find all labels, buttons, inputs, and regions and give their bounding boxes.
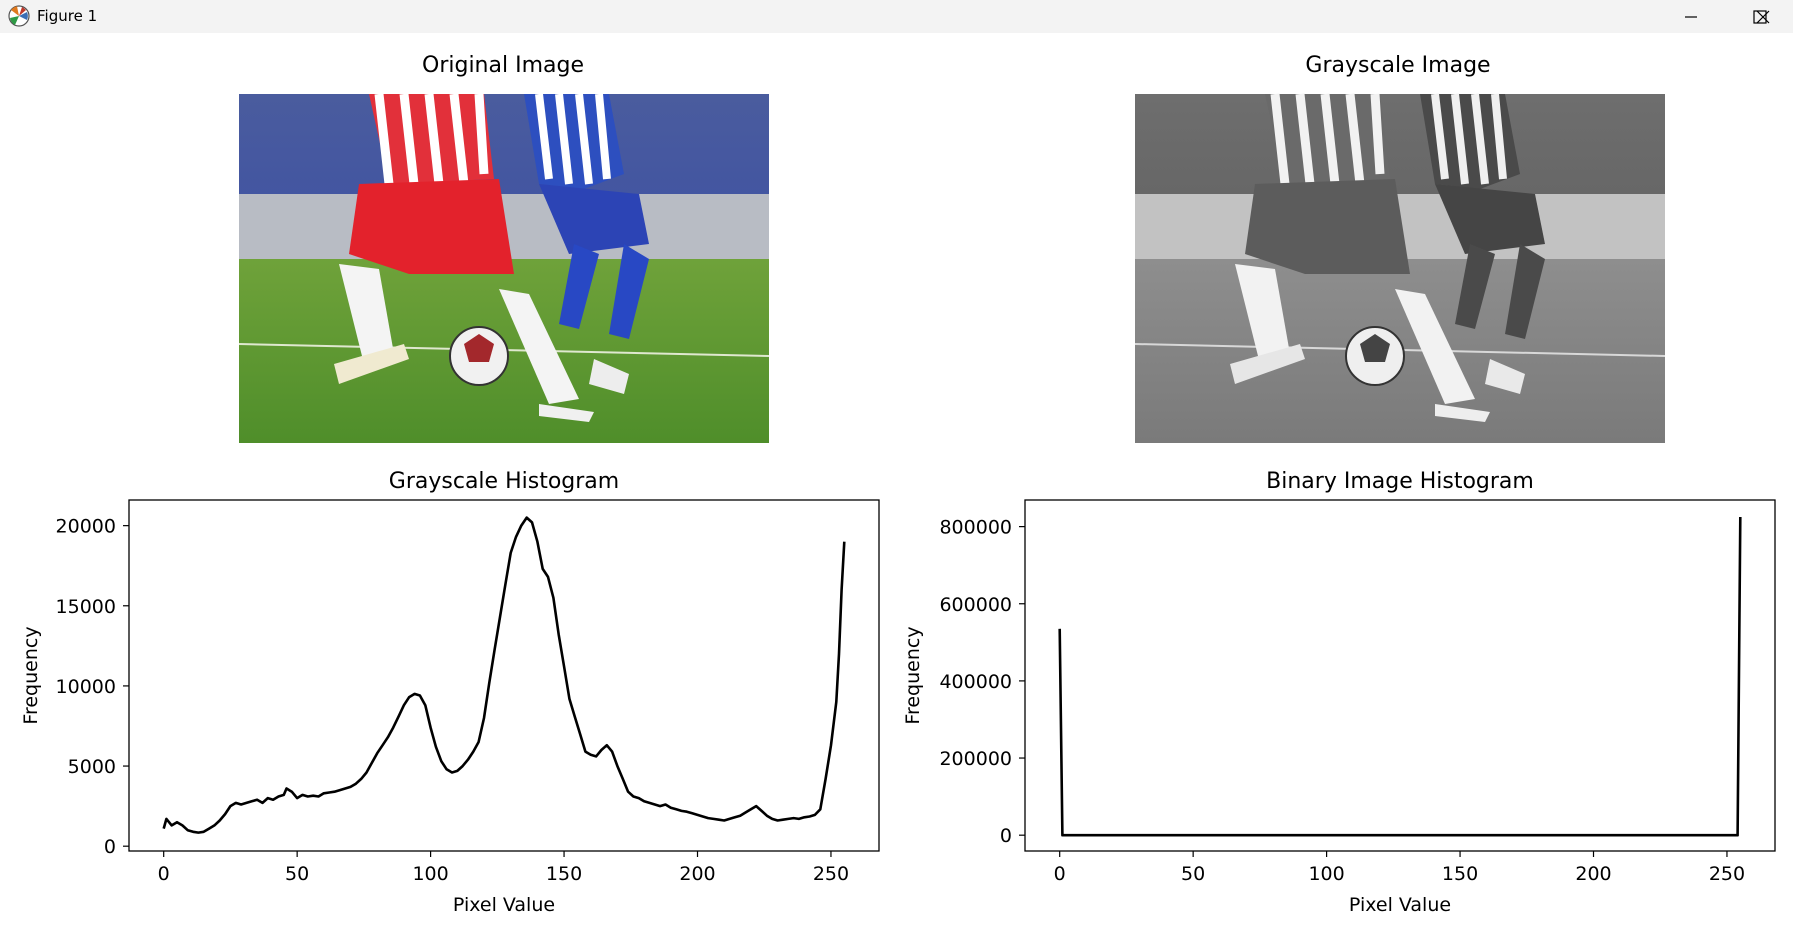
gray-series-line-0	[162, 516, 846, 834]
binary-ytick-label: 200000	[939, 748, 1012, 770]
maximize-icon	[1752, 9, 1767, 24]
gray-xtick-label: 0	[158, 863, 170, 885]
binary-histogram-chart: Binary Image Histogram 0 50 100 150 200 250 0 20…	[902, 469, 1776, 916]
binary-axes-frame	[1024, 499, 1776, 852]
binary-ytick-label: 600000	[939, 594, 1012, 616]
gray-ytick-label: 20000	[56, 516, 116, 538]
binary-xtick-label: 50	[1181, 863, 1205, 885]
binary-xtick-label: 200	[1575, 863, 1611, 885]
window-title: Figure 1	[37, 7, 98, 25]
binary-ytick-label: 0	[1000, 825, 1012, 847]
binary-xtick-label: 100	[1308, 863, 1344, 885]
gray-ylabel: Frequency	[20, 626, 42, 724]
gray-ytick-label: 5000	[68, 756, 116, 778]
window-title-bar: Figure 1	[0, 0, 1793, 33]
gray-xtick-label: 50	[285, 863, 309, 885]
gray-ytick-label: 0	[104, 836, 116, 858]
gray-xtick-label: 200	[679, 863, 715, 885]
matplotlib-logo-icon	[8, 5, 30, 27]
binary-ytick-label: 800000	[939, 517, 1012, 539]
close-button[interactable]	[1733, 0, 1793, 33]
gray-chart-title: Grayscale Histogram	[389, 469, 619, 494]
minimize-button[interactable]	[1656, 0, 1726, 33]
grayscale-histogram-chart: Grayscale Histogram 0 50 100 150 200 250 0 5000 1…	[20, 469, 880, 916]
binary-xtick-label: 0	[1054, 863, 1066, 885]
gray-xtick-label: 150	[546, 863, 582, 885]
gray-axes-frame	[128, 499, 880, 852]
gray-xtick-label: 100	[412, 863, 448, 885]
original-image	[238, 93, 770, 443]
grayscale-image	[1134, 93, 1666, 443]
binary-chart-title: Binary Image Histogram	[1266, 469, 1534, 494]
figure-canvas: Original Image	[0, 33, 1793, 934]
grayscale-image-title: Grayscale Image	[1305, 53, 1490, 78]
binary-xlabel: Pixel Value	[1349, 894, 1451, 916]
gray-ytick-label: 15000	[56, 596, 116, 618]
minimize-icon	[1685, 15, 1697, 18]
close-icon	[1756, 10, 1770, 23]
gray-xtick-label: 250	[813, 863, 849, 885]
maximize-button[interactable]	[1726, 0, 1793, 33]
binary-xtick-label: 150	[1442, 863, 1478, 885]
original-image-title: Original Image	[422, 53, 584, 78]
gray-ytick-label: 10000	[56, 676, 116, 698]
gray-xlabel: Pixel Value	[453, 894, 555, 916]
binary-ylabel: Frequency	[902, 626, 924, 724]
binary-xtick-label: 250	[1709, 863, 1745, 885]
binary-series-line-0	[1058, 516, 1742, 837]
figure-svg: Original Image	[20, 53, 1776, 916]
binary-ytick-label: 400000	[939, 671, 1012, 693]
